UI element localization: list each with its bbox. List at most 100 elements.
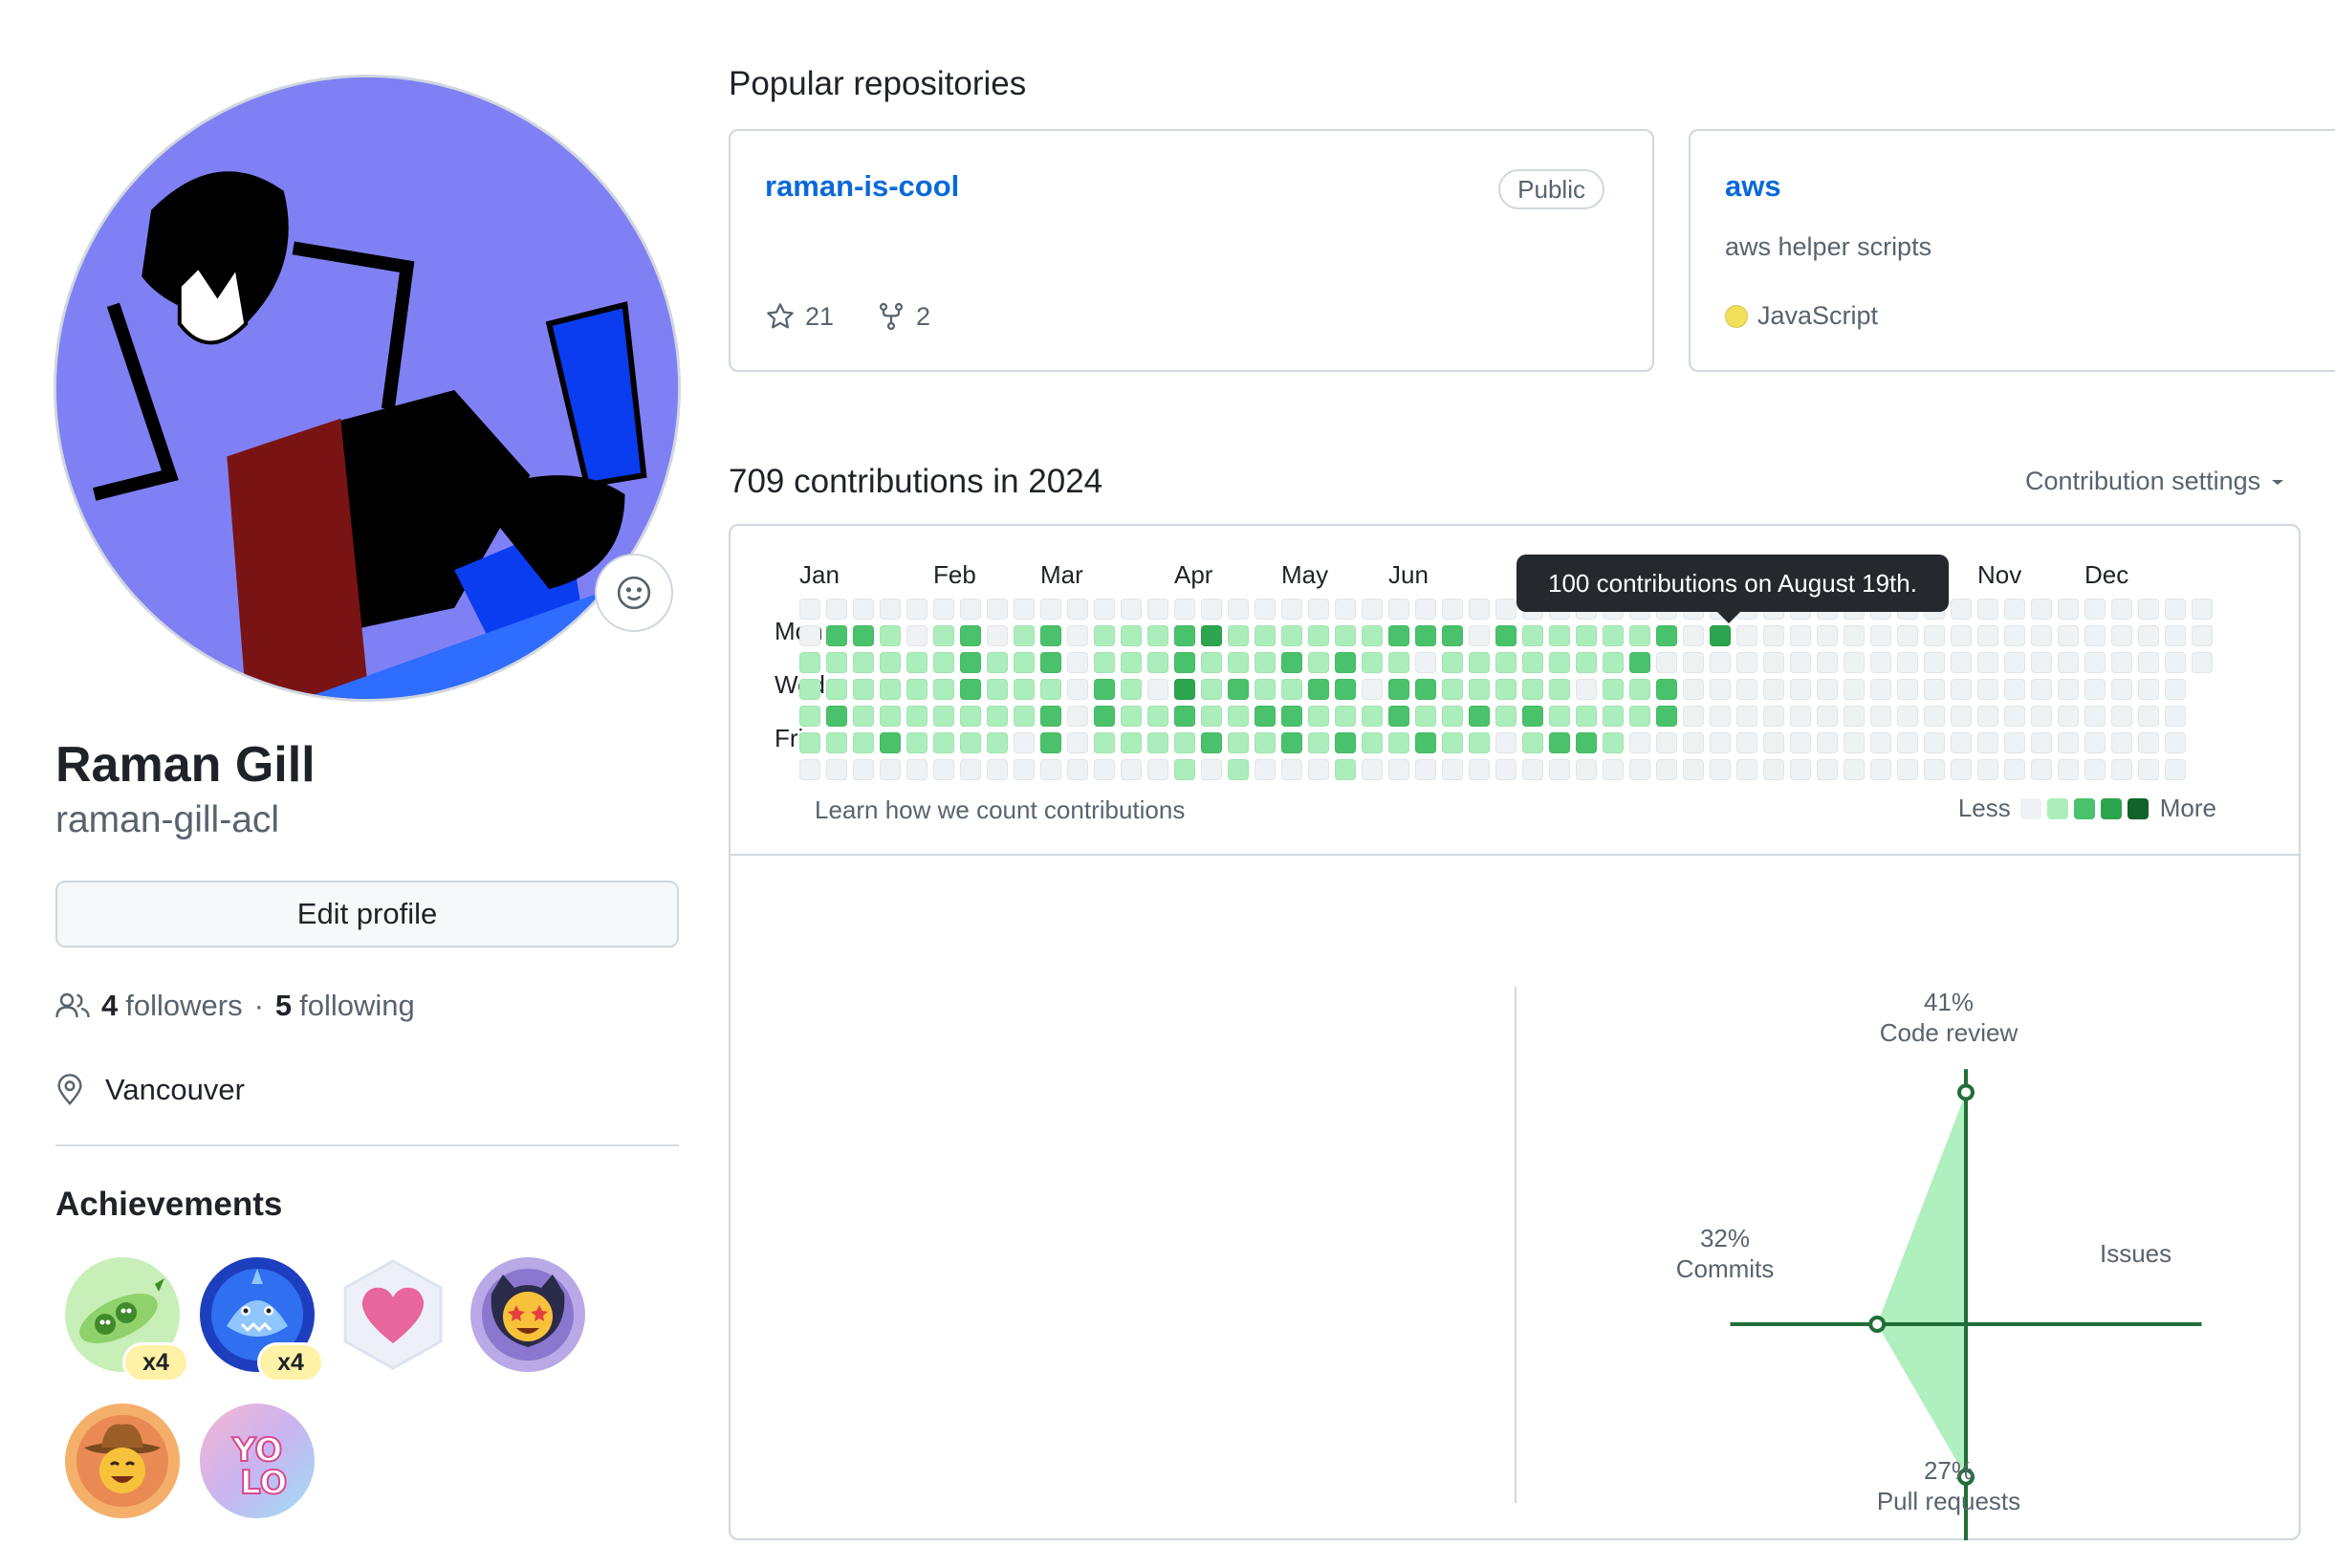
contribution-day[interactable] (1201, 625, 1222, 646)
contribution-day[interactable] (1281, 599, 1302, 620)
contribution-day[interactable] (987, 625, 1008, 646)
contribution-day[interactable] (1629, 652, 1650, 673)
contribution-day[interactable] (1094, 625, 1115, 646)
contribution-day[interactable] (2031, 706, 2052, 727)
contribution-day[interactable] (1308, 732, 1329, 753)
contribution-day[interactable] (1281, 625, 1302, 646)
followers-link[interactable]: 4 followers (101, 989, 251, 1023)
contribution-day[interactable] (987, 599, 1008, 620)
contribution-day[interactable] (1790, 652, 1811, 673)
contribution-day[interactable] (1255, 599, 1276, 620)
contribution-day[interactable] (826, 652, 847, 673)
contribution-day[interactable] (1924, 706, 1945, 727)
contribution-day[interactable] (1388, 679, 1409, 700)
contribution-day[interactable] (987, 732, 1008, 753)
contribution-day[interactable] (1736, 652, 1757, 673)
contribution-day[interactable] (2138, 652, 2159, 673)
contribution-day[interactable] (1014, 706, 1035, 727)
contribution-day[interactable] (1897, 652, 1918, 673)
contribution-day[interactable] (1040, 732, 1061, 753)
contribution-day[interactable] (799, 679, 820, 700)
contribution-day[interactable] (960, 732, 981, 753)
contribution-day[interactable] (1228, 652, 1249, 673)
contribution-day[interactable] (1683, 759, 1704, 780)
contribution-day[interactable] (2004, 625, 2025, 646)
contribution-day[interactable] (2031, 599, 2052, 620)
contribution-day[interactable] (1281, 732, 1302, 753)
contribution-day[interactable] (1388, 759, 1409, 780)
contribution-day[interactable] (2084, 706, 2106, 727)
contribution-day[interactable] (906, 706, 927, 727)
contribution-day[interactable] (2111, 759, 2132, 780)
contribution-day[interactable] (1362, 732, 1383, 753)
contribution-day[interactable] (1174, 599, 1195, 620)
contribution-day[interactable] (1121, 625, 1142, 646)
contribution-day[interactable] (2084, 679, 2106, 700)
contribution-day[interactable] (1335, 732, 1356, 753)
contribution-day[interactable] (1067, 732, 1088, 753)
contribution-day[interactable] (1121, 706, 1142, 727)
contribution-day[interactable] (1415, 625, 1436, 646)
contribution-day[interactable] (906, 625, 927, 646)
contribution-day[interactable] (1897, 706, 1918, 727)
contribution-day[interactable] (1469, 732, 1490, 753)
contribution-day[interactable] (1629, 759, 1650, 780)
contribution-day[interactable] (1763, 679, 1784, 700)
contribution-day[interactable] (1469, 652, 1490, 673)
contribution-day[interactable] (1147, 679, 1168, 700)
contribution-day[interactable] (1870, 706, 1891, 727)
contribution-day[interactable] (1951, 732, 1972, 753)
contribution-day[interactable] (1174, 759, 1195, 780)
contribution-day[interactable] (1094, 679, 1115, 700)
contribution-day[interactable] (1415, 759, 1436, 780)
contribution-day[interactable] (2058, 679, 2079, 700)
contribution-day[interactable] (1228, 706, 1249, 727)
contribution-day[interactable] (1522, 759, 1543, 780)
contribution-day[interactable] (826, 625, 847, 646)
contribution-day[interactable] (1495, 625, 1517, 646)
contribution-day[interactable] (1094, 652, 1115, 673)
contribution-day[interactable] (2111, 652, 2132, 673)
contribution-day[interactable] (799, 732, 820, 753)
contribution-day[interactable] (880, 706, 901, 727)
contribution-day[interactable] (1897, 732, 1918, 753)
contribution-day[interactable] (1495, 759, 1517, 780)
contribution-day[interactable] (1121, 599, 1142, 620)
contribution-day[interactable] (853, 759, 874, 780)
contribution-day[interactable] (1977, 706, 1998, 727)
contribution-day[interactable] (1576, 706, 1597, 727)
contribution-day[interactable] (1469, 625, 1490, 646)
contribution-day[interactable] (1255, 652, 1276, 673)
contribution-day[interactable] (1736, 732, 1757, 753)
contribution-day[interactable] (2111, 625, 2132, 646)
contribution-day[interactable] (1790, 625, 1811, 646)
contribution-day[interactable] (960, 599, 981, 620)
contribution-day[interactable] (1656, 679, 1677, 700)
contribution-day[interactable] (1736, 625, 1757, 646)
contribution-day[interactable] (1549, 679, 1570, 700)
contribution-day[interactable] (1255, 732, 1276, 753)
contribution-day[interactable] (1683, 652, 1704, 673)
contribution-day[interactable] (880, 652, 901, 673)
contribution-day[interactable] (933, 652, 954, 673)
contribution-day[interactable] (1870, 732, 1891, 753)
contribution-day[interactable] (1576, 625, 1597, 646)
contribution-day[interactable] (1174, 652, 1195, 673)
contribution-day[interactable] (1228, 759, 1249, 780)
contribution-day[interactable] (987, 759, 1008, 780)
contribution-day[interactable] (2058, 759, 2079, 780)
contribution-day[interactable] (826, 679, 847, 700)
contribution-day[interactable] (1576, 732, 1597, 753)
contribution-day[interactable] (1469, 706, 1490, 727)
contribution-day[interactable] (2004, 732, 2025, 753)
contribution-day[interactable] (2084, 732, 2106, 753)
contribution-day[interactable] (1308, 679, 1329, 700)
contribution-day[interactable] (1763, 759, 1784, 780)
contribution-day[interactable] (2031, 679, 2052, 700)
contribution-day[interactable] (2031, 759, 2052, 780)
contribution-day[interactable] (880, 679, 901, 700)
contribution-day[interactable] (2165, 759, 2186, 780)
contribution-day[interactable] (906, 652, 927, 673)
contribution-day[interactable] (2138, 732, 2159, 753)
contribution-day[interactable] (1121, 732, 1142, 753)
